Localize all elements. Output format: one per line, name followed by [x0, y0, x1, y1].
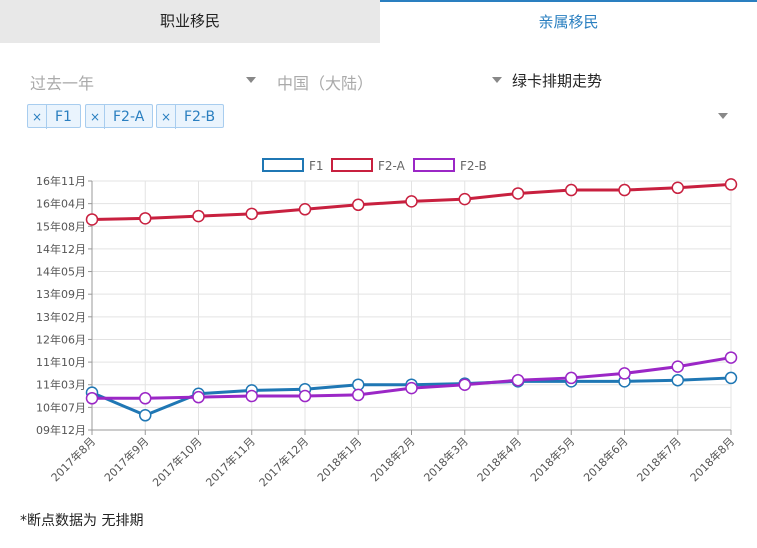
x-tick-label: 2017年9月	[101, 434, 151, 484]
data-point-f2-a	[192, 209, 205, 223]
y-tick-label: 14年12月	[36, 242, 86, 256]
y-tick-label: 13年09月	[36, 287, 86, 301]
tab-employment[interactable]: 职业移民	[0, 0, 380, 43]
x-tick-label: 2018年5月	[527, 434, 577, 484]
footnote: *断点数据为 无排期	[20, 513, 144, 529]
data-point-f1	[352, 378, 365, 391]
y-tick-label: 16年04月	[36, 197, 86, 211]
data-point-f2-a	[511, 187, 525, 200]
country-select[interactable]: 中国（大陆）	[277, 74, 374, 93]
y-tick-label: 12年06月	[36, 332, 86, 346]
data-point-f2-a	[139, 212, 152, 225]
x-tick-label: 2018年2月	[367, 434, 417, 484]
view-chevron-down-icon[interactable]	[492, 77, 502, 83]
chip-f2a-label: F2-A	[113, 109, 145, 125]
data-point-f2-a	[245, 207, 258, 221]
data-point-f2-a	[352, 198, 365, 212]
remove-chip-f2b-icon[interactable]: ×	[157, 105, 176, 129]
x-tick-label: 2018年7月	[634, 434, 684, 484]
x-tick-label: 2017年11月	[203, 434, 258, 489]
x-tick-label: 2018年1月	[314, 434, 364, 484]
data-point-f2-b	[192, 390, 205, 404]
data-point-f1	[671, 373, 684, 387]
data-point-f2-a	[565, 183, 578, 197]
chip-f2a: × F2-A	[85, 104, 154, 129]
remove-chip-f1-icon[interactable]: ×	[28, 105, 47, 129]
x-tick-label: 2018年4月	[474, 434, 524, 484]
y-axis: 09年12月 10年07月 11年03月 11年10月 12年06月 13年02月 13年0…	[36, 174, 93, 437]
x-tick-label: 2017年8月	[48, 434, 98, 484]
y-tick-label: 10年07月	[36, 400, 86, 414]
y-tick-label: 13年02月	[36, 310, 86, 324]
y-tick-label: 09年12月	[36, 423, 86, 437]
x-tick-label: 2017年10月	[149, 434, 204, 489]
remove-chip-f2a-icon[interactable]: ×	[86, 105, 105, 129]
data-point-f2-b	[565, 371, 578, 385]
data-point-f2-b	[458, 378, 471, 391]
data-point-f2-a	[458, 192, 471, 206]
period-chevron-down-icon[interactable]	[246, 77, 256, 83]
legend-swatch-f1	[262, 158, 304, 172]
data-point-f2-b	[298, 389, 312, 403]
data-point-f2-b	[724, 351, 738, 364]
chip-f2b-label: F2-B	[184, 109, 216, 125]
data-point-f2-a	[618, 183, 631, 197]
y-tick-label: 15年08月	[36, 219, 86, 233]
y-tick-label: 16年11月	[36, 174, 86, 188]
legend-label-f2-b: F2-B	[460, 159, 487, 173]
x-tick-label: 2018年8月	[687, 434, 737, 484]
data-point-f2-b	[511, 373, 525, 387]
data-point-f2-b	[245, 389, 258, 403]
data-point-f1	[139, 409, 152, 422]
x-tick-label: 2018年3月	[421, 434, 471, 484]
line-chart: 09年12月 10年07月 11年03月 11年10月 12年06月 13年02月 13年0…	[36, 158, 738, 489]
legend-label-f1: F1	[309, 159, 324, 173]
view-select[interactable]: 绿卡排期走势	[512, 72, 603, 90]
category-chevron-down-icon[interactable]	[718, 113, 728, 119]
y-tick-label: 11年10月	[36, 355, 86, 369]
data-point-f2-b	[85, 392, 99, 405]
x-tick-label: 2018年6月	[580, 434, 630, 484]
data-point-f2-a	[724, 178, 738, 191]
data-point-f2-b	[139, 392, 152, 405]
period-select[interactable]: 过去一年	[30, 74, 95, 93]
data-point-f1	[724, 371, 738, 385]
legend-swatch-f2-b	[413, 158, 455, 172]
tab-family[interactable]: 亲属移民	[380, 0, 757, 43]
chart-series	[85, 178, 738, 422]
legend-swatch-f2-a	[331, 158, 373, 172]
y-tick-label: 11年03月	[36, 378, 86, 392]
data-point-f2-a	[298, 203, 312, 216]
data-point-f2-b	[352, 388, 365, 402]
legend-label-f2-a: F2-A	[378, 159, 406, 173]
data-point-f2-b	[671, 360, 684, 373]
data-point-f2-a	[85, 213, 99, 226]
chip-f1: × F1	[27, 104, 81, 129]
y-tick-label: 14年05月	[36, 265, 86, 279]
data-point-f2-a	[405, 195, 418, 208]
data-point-f2-b	[618, 367, 631, 380]
tab-bar: 职业移民 亲属移民	[0, 0, 757, 43]
x-tick-label: 2017年12月	[256, 434, 311, 489]
chip-f1-label: F1	[55, 109, 72, 125]
data-point-f2-a	[671, 181, 684, 195]
chart-legend: F1 F2-A F2-B	[262, 158, 487, 173]
chip-f2b: × F2-B	[156, 104, 225, 129]
data-point-f2-b	[405, 381, 418, 395]
